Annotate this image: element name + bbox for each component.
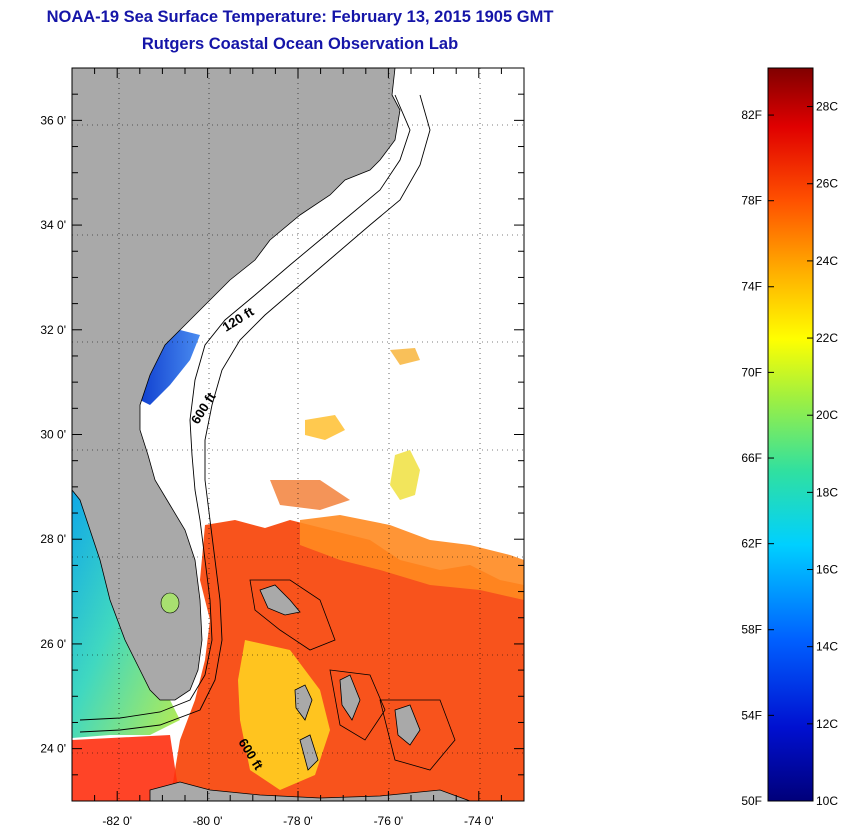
yellow-sst-patch-2 [390,450,420,500]
lon-tick-label: -78 0' [283,814,313,828]
colorbar-c-label: 10C [816,794,838,808]
colorbar-c-label: 24C [816,254,838,268]
axis-tick-labels: 36 0' 34 0' 32 0' 30 0' 28 0' 26 0' 24 0' -82 0… [40,113,493,828]
colorbar-f-label: 74F [741,280,762,294]
lat-tick-label: 24 0' [40,742,66,756]
lake-okeechobee [160,592,180,614]
colorbar-f-label: 66F [741,451,762,465]
colorbar-f-label: 54F [741,708,762,722]
colorbar-c-label: 22C [816,331,838,345]
lat-tick-label: 34 0' [40,218,66,232]
colorbar-ticks: 82F 78F 74F 70F 66F 62F 58F 54F 50F 28C 26C 24C 22C 2… [741,100,838,808]
contour-bahamas [249,579,456,771]
lon-tick-label: -76 0' [374,814,404,828]
colorbar-f-label: 82F [741,108,762,122]
colorbar-f-label: 50F [741,794,762,808]
colorbar-f-label: 70F [741,365,762,379]
colorbar-c-label: 18C [816,485,838,499]
map-subtitle: Rutgers Coastal Ocean Observation Lab [141,35,459,53]
sst-colorbar [767,67,814,802]
contour-600ft [79,94,431,733]
map-panel: 120 ft 600 ft 600 ft [72,68,524,801]
colorbar-c-label: 16C [816,563,838,577]
colorbar-c-label: 14C [816,640,838,654]
orange-sst-patch [300,515,524,600]
map-title: NOAA-19 Sea Surface Temperature: Februar… [46,8,554,26]
cuba-south-sst [72,735,180,801]
colorbar-c-label: 20C [816,408,838,422]
scattered-sst-patch [270,480,350,510]
lat-tick-label: 26 0' [40,637,66,651]
lat-tick-label: 28 0' [40,532,66,546]
colorbar-f-label: 58F [741,623,762,637]
lon-tick-label: -80 0' [193,814,223,828]
bahamas-islands [259,584,421,771]
colorbar-c-label: 12C [816,717,838,731]
colorbar-f-label: 62F [741,537,762,551]
lat-tick-label: 30 0' [40,428,66,442]
lat-tick-label: 36 0' [40,113,66,127]
contour-120ft [79,94,411,721]
orange-sst-patch-2 [390,348,420,365]
colorbar-f-label: 78F [741,194,762,208]
lon-tick-label: -74 0' [464,814,494,828]
lat-tick-label: 32 0' [40,323,66,337]
axis-ticks [71,67,525,802]
graticule [72,68,524,801]
land-mass [72,68,401,701]
yellow-sst-patch-3 [305,415,345,440]
colorbar-c-label: 28C [816,100,838,114]
lon-tick-label: -82 0' [102,814,132,828]
cold-nearshore-sst [140,330,200,405]
colorbar-c-label: 26C [816,177,838,191]
